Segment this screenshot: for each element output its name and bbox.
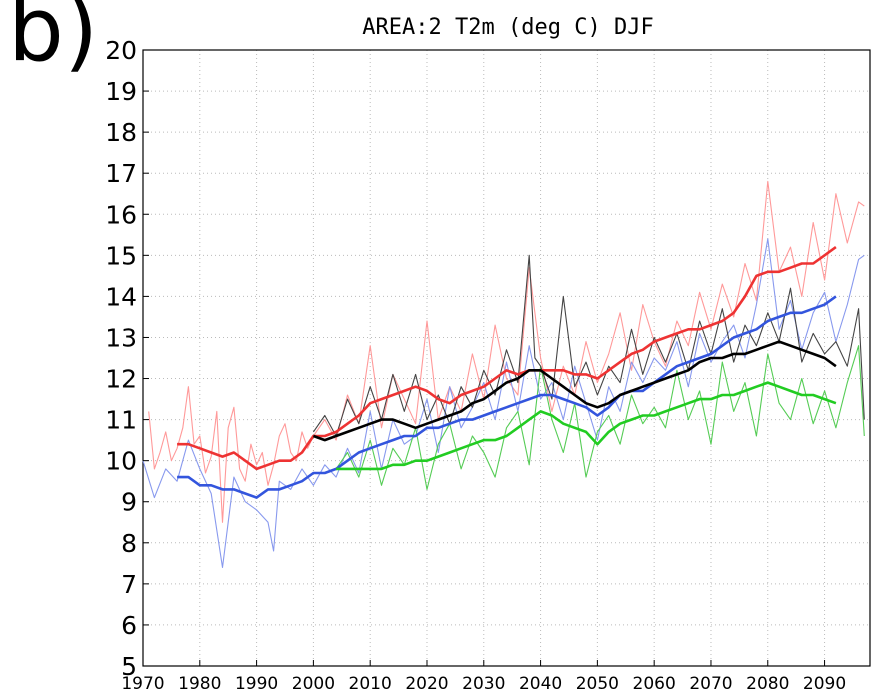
x-tick-label: 2060	[633, 674, 676, 694]
series-layer	[142, 180, 865, 568]
y-tick-label: 16	[105, 200, 137, 229]
y-tick-label: 15	[105, 241, 137, 270]
y-tick-label: 17	[105, 159, 137, 188]
series-line-7-smoothed	[336, 381, 837, 471]
x-tick-label: 1970	[121, 674, 164, 694]
y-tick-label: 7	[121, 570, 137, 599]
y-tick-label: 8	[121, 529, 137, 558]
y-axis: 5 6 7 8 9 10 11 12 13 14 15 16 17 18 19 20	[105, 36, 149, 681]
x-tick-label: 2030	[462, 674, 505, 694]
y-tick-label: 18	[105, 118, 137, 147]
x-tick-label: 2050	[576, 674, 619, 694]
x-tick-label: 1990	[235, 674, 278, 694]
panel-label: b)	[8, 0, 99, 81]
x-tick-label: 2020	[405, 674, 448, 694]
x-axis: 1970 1980 1990 2000 2010 2020 2030 2040 2050 2060…	[121, 660, 846, 694]
x-tick-label: 1980	[178, 674, 221, 694]
x-tick-label: 2000	[292, 674, 335, 694]
chart-title: AREA:2 T2m (deg C) DJF	[362, 15, 653, 40]
series-line-1-annual	[148, 180, 865, 523]
grid	[143, 50, 870, 666]
series-line-5-smoothed	[177, 246, 837, 471]
y-tick-label: 13	[105, 323, 137, 352]
series-line-2-annual	[142, 238, 865, 568]
y-tick-label: 19	[105, 77, 137, 106]
y-tick-label: 11	[105, 406, 137, 435]
y-tick-label: 10	[105, 447, 137, 476]
plot-frame	[142, 49, 871, 667]
series-line-4-annual	[312, 254, 865, 437]
x-tick-label: 2080	[746, 674, 789, 694]
y-tick-label: 20	[105, 36, 137, 65]
series-line-3-annual	[335, 345, 865, 490]
series-line-6-smoothed	[177, 295, 837, 499]
x-tick-label: 2040	[519, 674, 562, 694]
y-tick-label: 5	[121, 652, 137, 681]
y-tick-label: 9	[121, 488, 137, 517]
series-line-8-smoothed	[312, 340, 837, 442]
y-tick-label: 6	[121, 611, 137, 640]
x-tick-label: 2010	[349, 674, 392, 694]
x-tick-label: 2070	[689, 674, 732, 694]
y-tick-label: 14	[105, 282, 137, 311]
x-tick-label: 2090	[803, 674, 846, 694]
y-tick-label: 12	[105, 365, 137, 394]
